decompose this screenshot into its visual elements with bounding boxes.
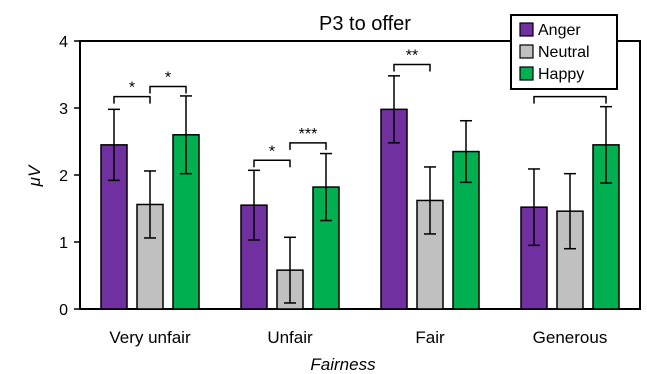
x-category-label: Fair	[415, 328, 445, 347]
x-category-label: Unfair	[267, 328, 313, 347]
significance-label: *	[165, 70, 171, 87]
significance-label: **	[406, 47, 418, 64]
y-tick-label: 2	[59, 168, 68, 185]
legend-swatch	[519, 44, 534, 59]
legend-label: Anger	[538, 22, 581, 39]
y-tick-label: 4	[59, 34, 68, 51]
y-axis-label: μV	[25, 164, 44, 187]
x-category-label: Very unfair	[109, 328, 191, 347]
legend-label: Happy	[538, 66, 584, 83]
significance-label: *	[269, 143, 275, 160]
significance-bracket	[149, 85, 187, 94]
x-category-label: Generous	[533, 328, 608, 347]
significance-bracket	[393, 63, 431, 72]
legend-swatch	[519, 22, 534, 37]
significance-bracket	[253, 159, 291, 168]
y-tick-label: 1	[59, 235, 68, 252]
significance-bracket	[533, 95, 607, 104]
significance-bracket	[113, 95, 151, 104]
x-axis-label: Fairness	[310, 355, 376, 374]
significance-bracket	[289, 142, 327, 150]
y-tick-label: 3	[59, 101, 68, 118]
significance-label: *	[129, 80, 135, 97]
significance-label: ***	[299, 126, 318, 143]
chart-title: P3 to offer	[319, 13, 411, 35]
bar	[172, 134, 200, 310]
legend-label: Neutral	[538, 44, 590, 61]
y-tick-label: 0	[59, 302, 68, 319]
legend-swatch	[519, 66, 534, 81]
legend: Anger Neutral Happy	[510, 14, 618, 90]
